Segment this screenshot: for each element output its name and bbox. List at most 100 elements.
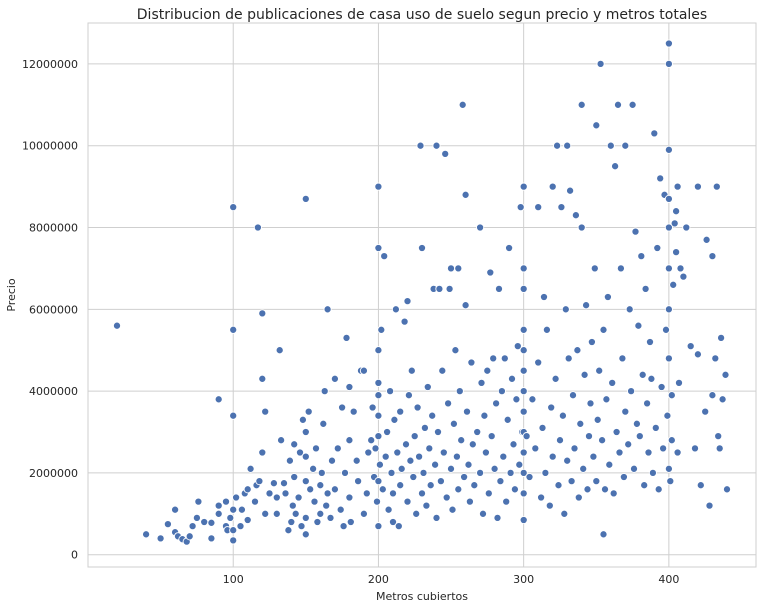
data-point (281, 489, 290, 498)
data-point (297, 522, 306, 531)
data-point (602, 395, 611, 404)
data-point (368, 403, 377, 412)
data-point (560, 509, 569, 518)
data-point (499, 452, 508, 461)
data-point (603, 292, 612, 302)
data-point (207, 534, 216, 543)
data-point (584, 432, 594, 441)
data-point (346, 517, 355, 527)
data-point (377, 325, 386, 334)
data-point (291, 509, 300, 518)
y-axis-label: Precio (5, 278, 18, 312)
data-point (229, 325, 238, 334)
data-point (664, 264, 673, 273)
data-point (664, 59, 673, 68)
data-point (333, 444, 342, 453)
data-point (285, 456, 294, 465)
data-point (290, 440, 299, 449)
data-point (490, 464, 499, 473)
data-point (246, 464, 255, 473)
data-point (340, 468, 350, 477)
data-point (327, 456, 337, 465)
data-point (232, 493, 241, 502)
data-point (322, 501, 331, 510)
data-point (557, 203, 566, 212)
x-axis-label: Metros cubiertos (376, 590, 468, 603)
data-point (673, 182, 682, 191)
data-point (265, 489, 274, 498)
data-point (401, 440, 411, 449)
data-point (693, 182, 702, 191)
data-point (621, 141, 630, 150)
x-tick-label: 100 (223, 573, 244, 586)
data-point (446, 264, 456, 273)
data-point (708, 252, 717, 261)
data-point (253, 223, 262, 232)
data-point (558, 411, 567, 420)
data-point (454, 264, 463, 273)
data-point (519, 515, 528, 525)
data-point (674, 378, 684, 387)
x-tick-label: 300 (513, 573, 534, 586)
data-point (534, 358, 543, 367)
data-point (426, 481, 435, 490)
data-point (380, 252, 389, 261)
data-point (571, 211, 580, 220)
data-point (480, 411, 489, 420)
data-point (381, 452, 390, 461)
data-point (163, 520, 172, 529)
data-point (364, 448, 373, 457)
data-point (667, 391, 676, 400)
data-point (596, 59, 605, 68)
x-tick-label: 400 (658, 573, 679, 586)
data-point (500, 354, 509, 363)
data-point (608, 378, 617, 387)
data-point (288, 501, 297, 510)
data-point (112, 321, 122, 330)
data-point (476, 223, 485, 232)
data-point (311, 444, 321, 453)
data-point (537, 493, 546, 502)
data-point (345, 493, 354, 502)
data-point (345, 436, 354, 445)
data-point (693, 350, 702, 359)
data-point (391, 305, 400, 314)
data-point (702, 235, 711, 244)
data-point (487, 432, 496, 441)
data-point (457, 436, 466, 445)
data-point (509, 440, 518, 449)
data-point (413, 403, 422, 412)
data-point (301, 194, 310, 203)
data-point (605, 460, 614, 469)
data-point (519, 387, 528, 396)
data-point (654, 485, 663, 494)
data-point (682, 223, 691, 232)
data-point (576, 419, 585, 428)
data-point (661, 325, 671, 334)
data-point (467, 358, 476, 367)
data-point (648, 468, 657, 477)
data-point (595, 366, 604, 375)
data-point (339, 522, 348, 531)
data-point (388, 517, 398, 527)
data-point (422, 501, 431, 510)
data-point (542, 325, 551, 334)
data-point (647, 374, 656, 383)
data-point (519, 468, 528, 477)
data-point (625, 305, 634, 314)
data-point (428, 411, 437, 420)
data-point (538, 423, 547, 432)
data-point (551, 374, 560, 383)
y-tick-label: 12000000 (22, 58, 78, 71)
data-point (609, 489, 618, 498)
data-point (393, 448, 402, 457)
data-points (112, 39, 732, 546)
data-point (275, 346, 284, 355)
data-point (489, 354, 498, 363)
chart-title: Distribucion de publicaciones de casa us… (137, 7, 707, 23)
data-point (461, 301, 470, 310)
data-point (624, 440, 633, 449)
data-point (634, 321, 643, 330)
data-point (374, 243, 383, 253)
